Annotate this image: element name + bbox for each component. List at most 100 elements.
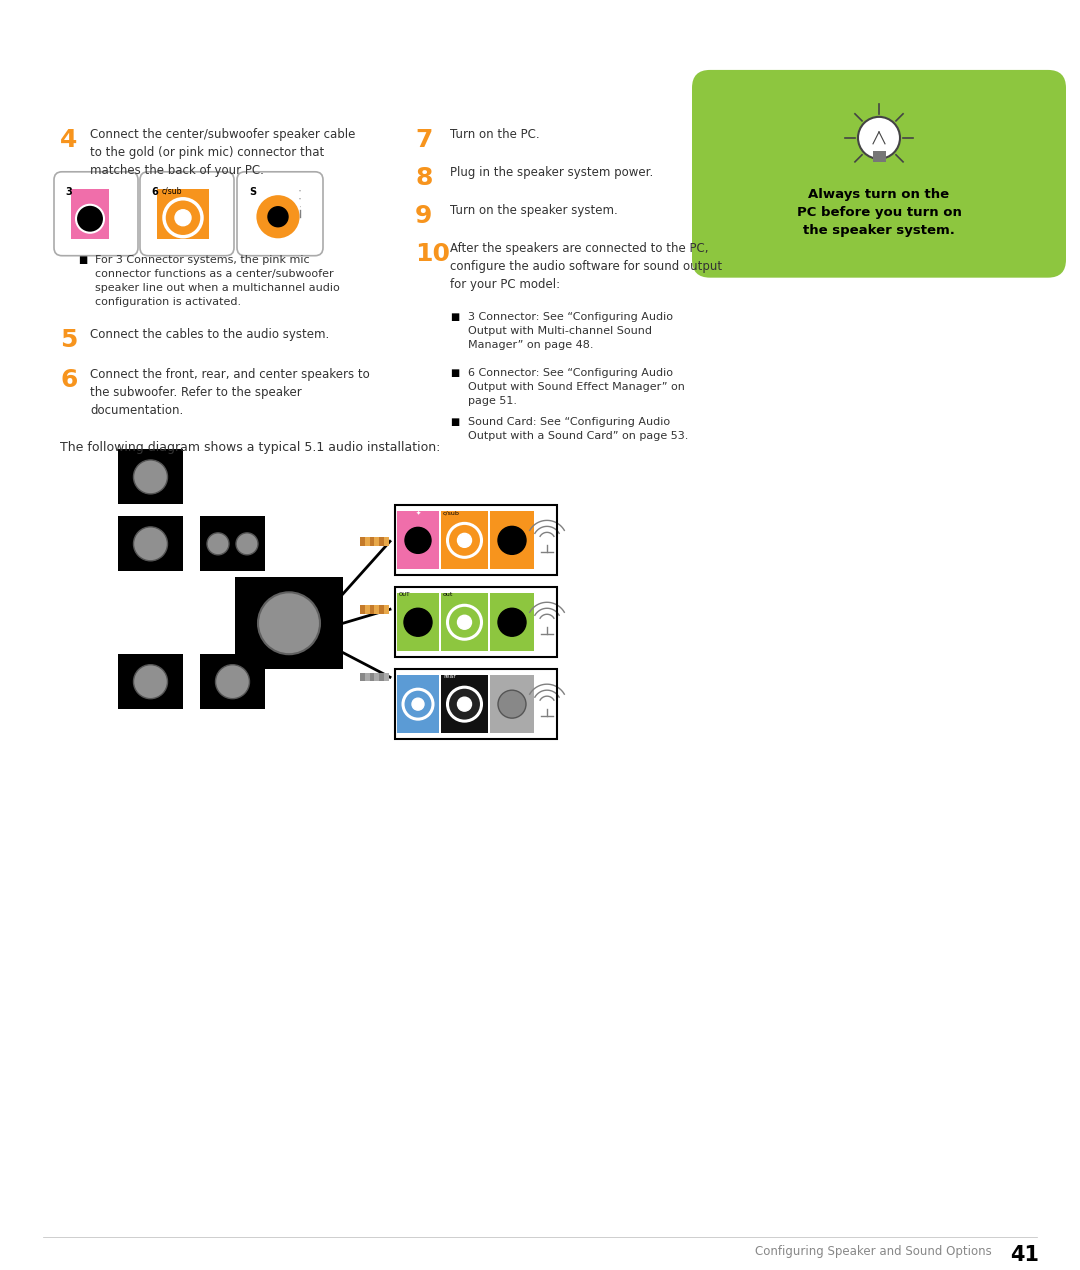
Circle shape <box>216 664 249 699</box>
Bar <box>873 151 886 155</box>
Circle shape <box>458 615 472 629</box>
Circle shape <box>411 698 424 710</box>
Bar <box>397 676 438 733</box>
Circle shape <box>447 687 482 721</box>
Bar <box>369 537 375 546</box>
Text: ■: ■ <box>78 255 87 264</box>
Text: ✦: ✦ <box>416 511 420 516</box>
Text: 10: 10 <box>415 241 450 265</box>
Text: ■: ■ <box>450 311 459 321</box>
Text: rear: rear <box>443 674 456 679</box>
Circle shape <box>134 460 167 494</box>
Text: c/sub: c/sub <box>162 187 183 196</box>
Circle shape <box>458 533 472 547</box>
Bar <box>375 673 379 682</box>
Bar <box>118 450 183 504</box>
Circle shape <box>175 210 191 226</box>
Circle shape <box>458 697 472 711</box>
Bar <box>384 673 389 682</box>
Bar <box>71 189 109 239</box>
Text: For 3 Connector systems, the pink mic
connector functions as a center/subwoofer
: For 3 Connector systems, the pink mic co… <box>95 255 340 306</box>
Text: ■: ■ <box>450 367 459 377</box>
Circle shape <box>498 690 526 718</box>
Text: 6: 6 <box>151 187 158 197</box>
Text: Connect the center/subwoofer speaker cable
to the gold (or pink mic) connector t: Connect the center/subwoofer speaker cab… <box>90 128 355 177</box>
Bar <box>379 605 384 613</box>
Circle shape <box>164 199 202 236</box>
Bar <box>375 537 379 546</box>
Circle shape <box>447 523 482 558</box>
Circle shape <box>858 117 900 159</box>
Bar <box>384 537 389 546</box>
Bar <box>360 673 365 682</box>
Circle shape <box>207 533 229 555</box>
Text: S: S <box>249 187 256 197</box>
Text: Always turn on the
PC before you turn on
the speaker system.: Always turn on the PC before you turn on… <box>797 188 961 236</box>
Bar <box>235 578 343 669</box>
Circle shape <box>258 592 320 654</box>
Bar <box>369 605 375 613</box>
Bar <box>157 189 210 239</box>
Bar <box>397 593 438 652</box>
Bar <box>118 517 183 572</box>
Bar <box>490 512 534 569</box>
Text: OUT: OUT <box>399 592 410 597</box>
FancyBboxPatch shape <box>54 171 138 255</box>
Circle shape <box>134 527 167 561</box>
Circle shape <box>76 204 104 232</box>
Circle shape <box>498 526 526 554</box>
Text: c/sub: c/sub <box>443 511 460 516</box>
Bar <box>200 517 265 572</box>
Text: 3 Connector: See “Configuring Audio
Output with Multi-channel Sound
Manager” on : 3 Connector: See “Configuring Audio Outp… <box>468 311 673 349</box>
Bar <box>441 512 488 569</box>
Text: Turn on the PC.: Turn on the PC. <box>450 128 540 141</box>
Text: 8: 8 <box>415 166 432 189</box>
Circle shape <box>255 194 301 240</box>
Text: 6 Connector: See “Configuring Audio
Output with Sound Effect Manager” on
page 51: 6 Connector: See “Configuring Audio Outp… <box>468 367 685 405</box>
Bar <box>441 676 488 733</box>
Bar <box>395 669 557 739</box>
Circle shape <box>134 664 167 699</box>
Bar <box>365 673 369 682</box>
Text: 6: 6 <box>60 367 78 391</box>
Bar <box>200 654 265 709</box>
Bar <box>360 537 365 546</box>
Bar <box>873 155 886 161</box>
Bar <box>379 673 384 682</box>
Bar <box>395 587 557 657</box>
Text: After the speakers are connected to the PC,
configure the audio software for sou: After the speakers are connected to the … <box>450 241 723 291</box>
Circle shape <box>403 690 433 719</box>
Bar <box>360 605 365 613</box>
Circle shape <box>498 608 526 636</box>
Bar <box>365 605 369 613</box>
Bar <box>384 605 389 613</box>
Text: out: out <box>443 592 454 597</box>
FancyBboxPatch shape <box>237 171 323 255</box>
Bar <box>365 537 369 546</box>
Text: ■: ■ <box>450 418 459 428</box>
Text: 41: 41 <box>1010 1245 1039 1265</box>
FancyBboxPatch shape <box>140 171 234 255</box>
FancyBboxPatch shape <box>692 70 1066 278</box>
Circle shape <box>404 608 432 636</box>
Bar <box>395 669 557 739</box>
Circle shape <box>268 207 288 227</box>
Text: Sound Card: See “Configuring Audio
Output with a Sound Card” on page 53.: Sound Card: See “Configuring Audio Outpu… <box>468 418 688 442</box>
Text: Connect the front, rear, and center speakers to
the subwoofer. Refer to the spea: Connect the front, rear, and center spea… <box>90 367 369 417</box>
Bar <box>118 654 183 709</box>
Bar <box>397 512 438 569</box>
Bar <box>369 673 375 682</box>
Bar <box>375 605 379 613</box>
Text: 4: 4 <box>60 128 78 152</box>
Bar <box>490 676 534 733</box>
Bar <box>395 505 557 575</box>
Bar <box>395 587 557 657</box>
Text: 5: 5 <box>60 328 78 352</box>
Bar <box>441 593 488 652</box>
Circle shape <box>447 606 482 639</box>
Text: 9: 9 <box>415 203 432 227</box>
Text: Turn on the speaker system.: Turn on the speaker system. <box>450 203 618 217</box>
Text: 7: 7 <box>415 128 432 152</box>
Bar <box>490 593 534 652</box>
Circle shape <box>237 533 258 555</box>
